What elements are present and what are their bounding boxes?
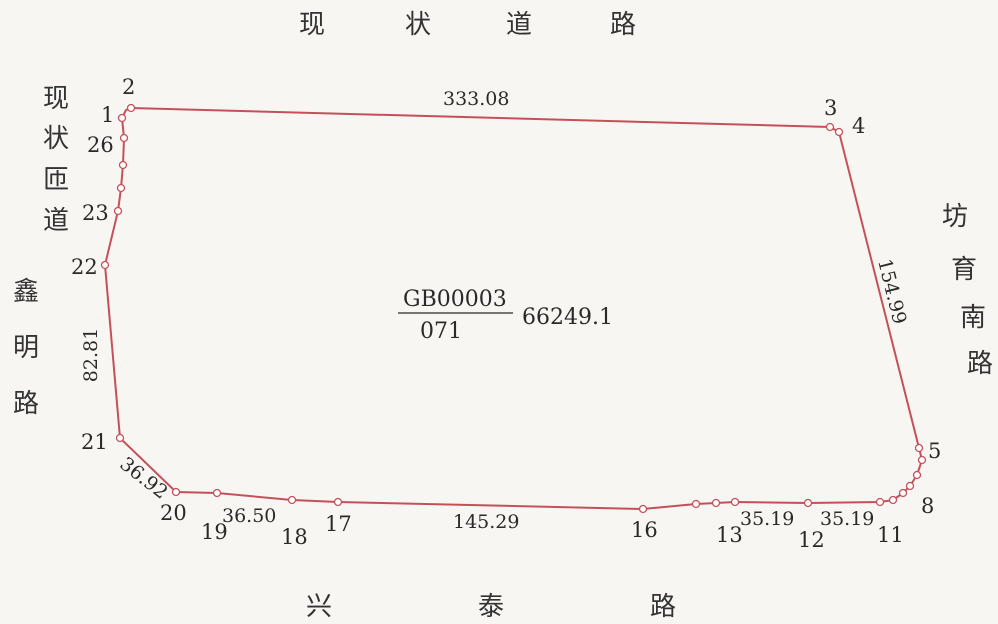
point-label: 21 <box>81 430 108 454</box>
edge-length-bottom-c: 35.19 <box>820 508 874 530</box>
svg-text:道: 道 <box>506 10 532 40</box>
vertex <box>825 122 835 132</box>
road-bottom-label: 兴 泰 路 <box>306 592 676 622</box>
point-label: 26 <box>87 133 114 157</box>
vertex <box>834 127 844 137</box>
vertex <box>711 498 721 508</box>
svg-text:泰: 泰 <box>478 592 504 622</box>
point-label: 1 <box>101 103 114 127</box>
edge-length-bottom-b: 35.19 <box>740 508 794 530</box>
point-label: 3 <box>824 96 837 120</box>
svg-text:状: 状 <box>43 124 69 154</box>
road-left-upper-label: 现 状 匝 道 <box>43 84 69 236</box>
parcel-area: 66249.1 <box>522 305 613 330</box>
vertex <box>116 183 126 193</box>
vertex <box>171 487 181 497</box>
road-top-label: 现 状 道 路 <box>299 10 636 40</box>
vertex <box>898 488 908 498</box>
vertex <box>113 206 123 216</box>
svg-text:南: 南 <box>960 303 986 333</box>
vertex <box>875 497 885 507</box>
edge-length-top: 333.08 <box>443 88 509 110</box>
svg-text:路: 路 <box>13 389 39 419</box>
road-right-label: 坊 育 南 路 <box>942 202 993 379</box>
point-label: 23 <box>82 201 109 225</box>
vertex <box>912 470 922 480</box>
svg-text:现: 现 <box>299 10 325 40</box>
point-label: 12 <box>798 528 825 552</box>
svg-text:坊: 坊 <box>942 202 968 232</box>
point-label: 13 <box>716 523 743 547</box>
vertex <box>117 113 127 123</box>
svg-text:道: 道 <box>43 206 69 236</box>
point-label: 5 <box>928 439 941 463</box>
edge-lengths: 333.08 154.99 82.81 36.92 36.50 145.29 3… <box>80 88 911 533</box>
vertex <box>333 497 343 507</box>
road-left-lower-label: 鑫 明 路 <box>13 277 39 419</box>
vertex <box>638 504 648 514</box>
boundary-vertices <box>100 103 927 514</box>
svg-text:状: 状 <box>405 10 431 40</box>
parcel-boundary <box>103 106 924 511</box>
svg-text:育: 育 <box>951 255 977 285</box>
svg-text:路: 路 <box>610 10 636 40</box>
point-label: 8 <box>921 494 934 518</box>
vertex <box>115 433 125 443</box>
vertex <box>118 160 128 170</box>
svg-text:明: 明 <box>13 333 39 363</box>
vertex <box>917 455 927 465</box>
edge-length-bottom-mid: 145.29 <box>453 511 519 533</box>
point-label: 22 <box>71 255 98 279</box>
vertex <box>212 488 222 498</box>
vertex <box>730 497 740 507</box>
vertex <box>888 495 898 505</box>
vertex <box>126 103 136 113</box>
svg-text:路: 路 <box>650 592 676 622</box>
vertex <box>119 133 129 143</box>
vertex <box>691 499 701 509</box>
point-labels: 1 2 3 4 5 8 11 12 13 16 17 18 19 20 21 2… <box>71 75 941 552</box>
point-label: 19 <box>201 520 228 544</box>
svg-text:匝: 匝 <box>43 165 69 195</box>
parcel-annotation: GB00003 071 66249.1 <box>398 287 613 344</box>
svg-text:鑫: 鑫 <box>13 277 39 307</box>
vertex <box>905 481 915 491</box>
point-label: 17 <box>325 512 352 536</box>
point-label: 2 <box>122 75 135 99</box>
point-label: 16 <box>631 518 658 542</box>
svg-text:现: 现 <box>43 84 69 114</box>
point-label: 18 <box>281 525 308 549</box>
vertex <box>914 443 924 453</box>
edge-length-bottom-a: 36.50 <box>222 505 276 527</box>
point-label: 4 <box>852 114 865 138</box>
parcel-code-bottom: 071 <box>420 319 462 344</box>
vertex <box>803 498 813 508</box>
svg-text:路: 路 <box>967 349 993 379</box>
edge-length-left: 82.81 <box>80 328 102 382</box>
point-label: 11 <box>877 523 904 547</box>
point-label: 20 <box>160 501 187 525</box>
vertex <box>287 495 297 505</box>
vertex <box>100 260 110 270</box>
parcel-code-top: GB00003 <box>403 287 507 312</box>
svg-text:兴: 兴 <box>306 592 332 622</box>
